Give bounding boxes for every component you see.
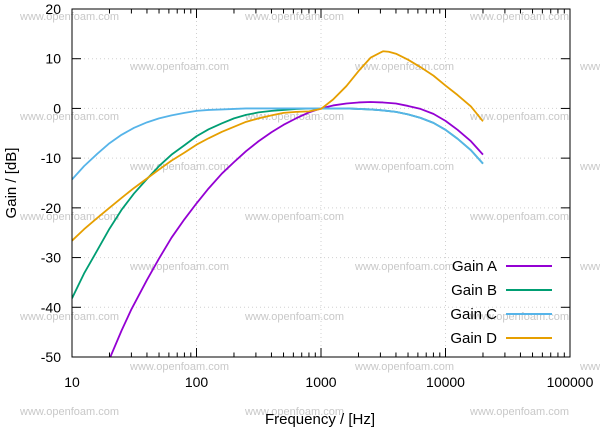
watermark-text: www.openfoam.com bbox=[129, 61, 229, 73]
watermark-text: www.openfoam.com bbox=[469, 406, 569, 418]
y-tick-label: -10 bbox=[41, 150, 61, 166]
watermark-text: www.openfoam.com bbox=[354, 361, 454, 373]
watermark-text: www.openfoam.com bbox=[129, 261, 229, 273]
y-axis-label: Gain / [dB] bbox=[3, 148, 20, 219]
x-tick-label: 1000 bbox=[305, 374, 336, 390]
watermark-text: www.openfoam.com bbox=[129, 361, 229, 373]
y-tick-label: -30 bbox=[41, 250, 61, 266]
watermark-text: www.openfoam.com bbox=[19, 11, 119, 23]
y-tick-label: 10 bbox=[45, 51, 61, 67]
legend-label: Gain C bbox=[450, 306, 497, 323]
watermark-text: www.openfoam.com bbox=[579, 61, 600, 73]
y-tick-label: -40 bbox=[41, 299, 61, 315]
watermark-text: www.openfoam.com bbox=[244, 406, 344, 418]
axis-ticks bbox=[71, 8, 570, 358]
series-lines bbox=[72, 50, 484, 357]
y-tick-label: -50 bbox=[41, 349, 61, 365]
watermark-text: www.openfoam.com bbox=[244, 11, 344, 23]
series-line-gain-a bbox=[109, 101, 484, 357]
watermark-text: www.openfoam.com bbox=[19, 311, 119, 323]
x-tick-label: 100 bbox=[185, 374, 209, 390]
watermark-text: www.openfoam.com bbox=[244, 211, 344, 223]
watermark-text: www.openfoam.com bbox=[244, 311, 344, 323]
legend-label: Gain B bbox=[451, 282, 497, 299]
watermark-text: www.openfoam.com bbox=[19, 406, 119, 418]
watermark-text: www.openfoam.com bbox=[469, 111, 569, 123]
x-tick-label: 10000 bbox=[426, 374, 465, 390]
legend-label: Gain A bbox=[452, 258, 497, 275]
y-tick-labels: -50 -40 -30 -20 -10 0 10 20 bbox=[41, 1, 61, 365]
watermark-layer: www.openfoam.com www.openfoam.com www.open… bbox=[19, 11, 600, 418]
y-tick-label: 0 bbox=[53, 100, 61, 116]
watermark-text: www.openfoam.com bbox=[579, 261, 600, 273]
watermark-text: www.openfoam.com bbox=[244, 111, 344, 123]
x-tick-labels: 10 100 1000 10000 100000 bbox=[64, 374, 593, 390]
x-axis-label: Frequency / [Hz] bbox=[265, 411, 375, 428]
watermark-text: www.openfoam.com bbox=[579, 361, 600, 373]
x-tick-label: 10 bbox=[64, 374, 80, 390]
watermark-text: www.openfoam.com bbox=[469, 211, 569, 223]
watermark-text: www.openfoam.com bbox=[354, 61, 454, 73]
watermark-text: www.openfoam.com bbox=[129, 161, 229, 173]
legend: Gain A Gain B Gain C Gain D bbox=[450, 258, 552, 347]
watermark-text: www.openfoam.com bbox=[579, 161, 600, 173]
y-tick-label: 20 bbox=[45, 1, 61, 17]
series-line-gain-c bbox=[72, 107, 484, 181]
watermark-text: www.openfoam.com bbox=[19, 111, 119, 123]
series-line-gain-d bbox=[72, 50, 484, 242]
legend-label: Gain D bbox=[450, 330, 497, 347]
watermark-text: www.openfoam.com bbox=[354, 161, 454, 173]
watermark-text: www.openfoam.com bbox=[354, 261, 454, 273]
y-tick-label: -20 bbox=[41, 200, 61, 216]
x-tick-label: 100000 bbox=[547, 374, 594, 390]
watermark-text: www.openfoam.com bbox=[469, 11, 569, 23]
